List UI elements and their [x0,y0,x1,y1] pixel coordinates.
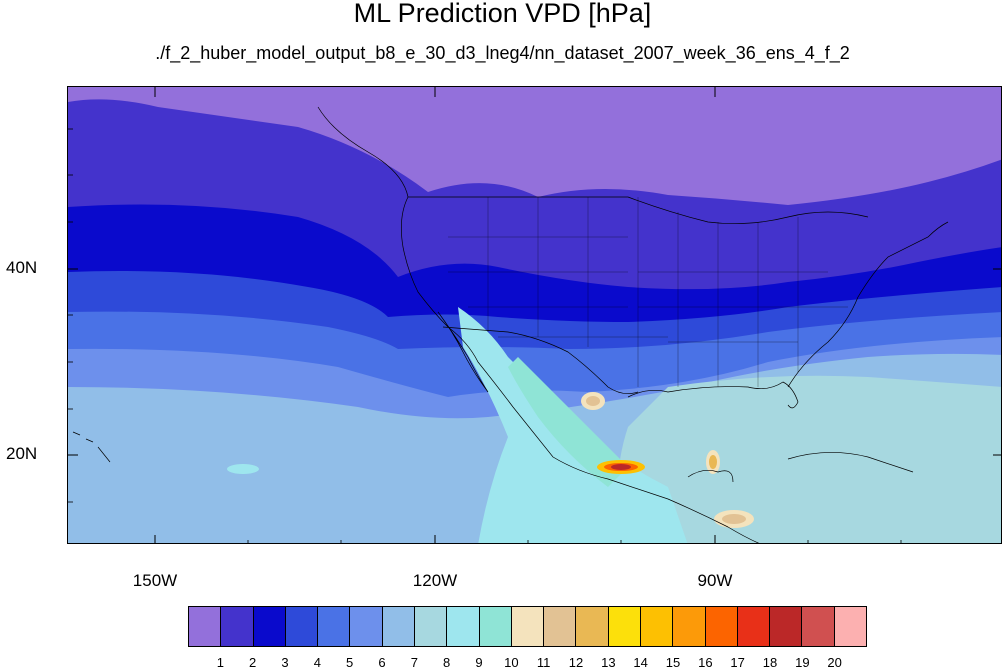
vpd-contour-fill [68,87,1001,543]
colorbar-tick-label: 2 [249,655,257,670]
colorbar-tick-label: 14 [633,655,648,670]
vpd-map [68,87,1001,543]
colorbar-swatch [511,607,545,646]
colorbar-swatch [705,607,738,646]
minor-tick-marks [68,128,902,543]
fill-level-11 [722,514,746,524]
colorbar-swatch [737,607,771,646]
colorbar-swatch [544,607,577,646]
lon-label-150w: 150W [132,571,178,590]
colorbar-tick-label: 10 [504,655,519,670]
colorbar-tick-label: 20 [827,655,842,670]
colorbar-tick-label: 4 [313,655,321,670]
baja-california [437,311,489,393]
yucatan [687,470,734,483]
atlantic-coast [787,221,949,388]
colorbar-swatch [253,607,286,646]
colorbar-tick-label: 12 [568,655,584,670]
colorbar-swatch [285,607,319,646]
hawaii [72,431,111,463]
colorbar-swatch [802,607,835,646]
colorbar-swatch [189,607,222,646]
colorbar-tick-label: 7 [410,655,418,670]
colorbar [188,606,867,647]
state-borders [448,197,848,387]
colorbar-tick-label: 16 [698,655,713,670]
lat-label-40n: 40N [6,258,38,277]
colorbar-swatch [834,607,866,646]
lon-label-90w: 90W [697,571,733,590]
colorbar-swatch [608,607,641,646]
map-plot-area [67,86,1002,544]
colorbar-swatch [350,607,383,646]
coastline-and-borders [72,106,949,543]
colorbar-swatch [770,607,803,646]
cuba [787,452,914,473]
colorbar-tick-label: 3 [281,655,289,670]
colorbar-tick-label: 13 [601,655,616,670]
colorbar-tick-label: 15 [665,655,681,670]
fill-level-7 [618,375,1001,543]
colorbar-swatch [447,607,480,646]
colorbar-tick-label: 9 [475,655,483,670]
fill-level-12 [709,455,717,469]
us-canada-border [408,196,869,224]
colorbar-tick-label: 8 [443,655,451,670]
colorbar-tick-label: 18 [762,655,778,670]
chart-subtitle: ./f_2_huber_model_output_b8_e_30_d3_lneg… [155,43,850,63]
colorbar-tick-label: 17 [730,655,745,670]
colorbar-tick-label: 11 [536,655,551,670]
chart-title: ML Prediction VPD [hPa] [353,0,652,28]
fill-level-9 [508,357,628,487]
colorbar-swatch [576,607,609,646]
fill-level-11 [586,396,600,406]
colorbar-swatch [318,607,351,646]
fill-level-17 [611,464,631,470]
colorbar-tick-label: 5 [346,655,354,670]
colorbar-swatch [673,607,706,646]
colorbar-tick-label: 1 [216,655,224,670]
colorbar-swatch [221,607,254,646]
gulf-coast [627,381,799,409]
tick-marks [68,87,1001,543]
lon-label-120w: 120W [412,571,458,590]
colorbar-swatch [640,607,674,646]
fill-level-8 [227,464,259,474]
pacific-coastline [317,106,760,543]
colorbar-tick-label: 6 [378,655,386,670]
us-mexico-border [442,326,639,394]
colorbar-swatch [414,607,448,646]
colorbar-swatch [479,607,512,646]
colorbar-tick-label: 19 [795,655,810,670]
lat-label-20n: 20N [6,444,38,463]
colorbar-swatch [382,607,415,646]
